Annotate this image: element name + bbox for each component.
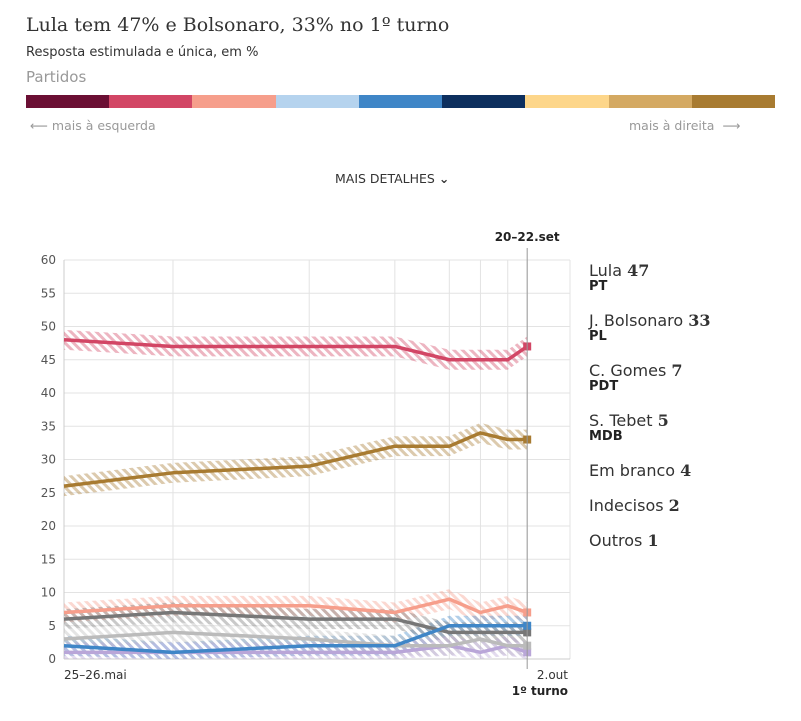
y-tick-label: 15	[41, 552, 56, 566]
chevron-down-icon: ⌄	[438, 171, 450, 186]
legend-value: 33	[688, 311, 711, 330]
legend-name: Em branco	[589, 461, 676, 480]
arrow-left-icon: ⟵	[30, 118, 52, 133]
y-tick-label: 20	[41, 519, 56, 533]
y-tick-label: 35	[41, 419, 56, 433]
highlight-date-label: 20–22.set	[495, 230, 560, 244]
party-color-segment	[691, 95, 775, 108]
confidence-band	[64, 422, 528, 497]
party-color-segment	[192, 95, 276, 108]
left-spectrum-label: ⟵ mais à esquerda	[30, 118, 156, 133]
x-tick-label: 2.out	[537, 668, 568, 682]
y-tick-label: 30	[41, 453, 56, 467]
legend-item: C. Gomes 7 PDT	[589, 362, 683, 394]
party-color-segment	[109, 95, 193, 108]
legend-item: Indecisos 2	[589, 497, 680, 515]
party-color-segment	[275, 95, 359, 108]
legend-name: Outros	[589, 531, 643, 550]
parties-label: Partidos	[26, 68, 87, 86]
party-color-segment	[26, 95, 110, 108]
legend-party: PT	[589, 279, 608, 294]
x-end-sublabel: 1º turno	[512, 684, 568, 698]
right-spectrum-label: mais à direita ⟶	[629, 118, 741, 133]
chart-subtitle: Resposta estimulada e única, em %	[26, 45, 259, 60]
y-tick-label: 0	[48, 652, 56, 666]
y-tick-label: 45	[41, 353, 56, 367]
legend-name: S. Tebet	[589, 411, 653, 430]
legend-name: J. Bolsonaro	[589, 311, 684, 330]
party-color-segment	[442, 95, 526, 108]
legend-item: Outros 1	[589, 532, 659, 550]
party-color-segment	[525, 95, 609, 108]
y-tick-label: 25	[41, 486, 56, 500]
y-tick-label: 40	[41, 386, 56, 400]
legend-party: PDT	[589, 379, 619, 394]
legend-party: MDB	[589, 429, 623, 444]
legend-value: 4	[680, 461, 692, 480]
x-tick-label: 25–26.mai	[64, 668, 127, 682]
series-line	[63, 338, 529, 362]
legend-item: S. Tebet 5 MDB	[589, 412, 669, 444]
series-line	[63, 630, 528, 648]
legend-name: Indecisos	[589, 496, 664, 515]
confidence-band	[64, 329, 528, 370]
y-tick-label: 55	[41, 286, 56, 300]
legend-item: Em branco 4	[589, 462, 691, 480]
legend-name: C. Gomes	[589, 361, 667, 380]
series-line	[63, 624, 528, 655]
legend-name: Lula	[589, 261, 623, 280]
series-line	[63, 597, 528, 615]
y-tick-label: 60	[41, 253, 56, 267]
party-spectrum-bar	[26, 95, 775, 108]
legend-party: PL	[589, 329, 607, 344]
party-color-segment	[358, 95, 443, 108]
arrow-right-icon: ⟶	[714, 118, 741, 133]
series-line	[63, 431, 528, 488]
legend-value: 47	[627, 261, 650, 280]
more-details-button[interactable]: MAIS DETALHES ⌄	[335, 171, 450, 186]
legend-value: 5	[657, 411, 669, 430]
series-line	[63, 610, 528, 635]
y-tick-label: 10	[41, 586, 56, 600]
y-tick-label: 5	[48, 619, 56, 633]
y-tick-label: 50	[41, 320, 56, 334]
legend-value: 7	[671, 361, 683, 380]
legend-item: J. Bolsonaro 33 PL	[589, 312, 711, 344]
legend-item: Lula 47 PT	[589, 262, 649, 294]
party-color-segment	[608, 95, 692, 108]
legend-value: 2	[668, 496, 680, 515]
chart-title: Lula tem 47% e Bolsonaro, 33% no 1º turn…	[26, 14, 450, 36]
legend-value: 1	[647, 531, 659, 550]
